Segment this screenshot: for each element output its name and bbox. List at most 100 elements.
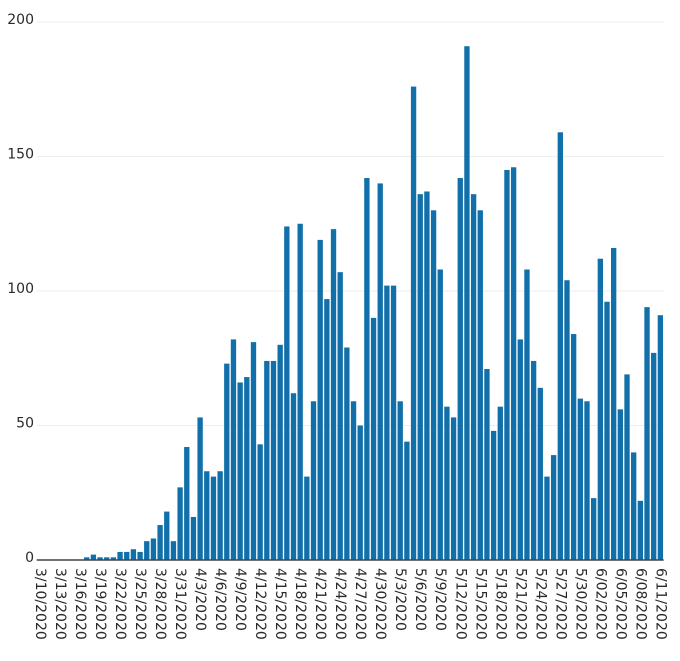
bar: [297, 223, 303, 560]
bar: [504, 169, 510, 560]
x-tick-label: 4/27/2020: [352, 568, 368, 640]
x-tick-label: 4/3/2020: [192, 568, 208, 631]
bar: [517, 339, 523, 560]
bar: [490, 430, 497, 560]
y-tick-label: 200: [7, 12, 34, 28]
bar: [584, 401, 590, 560]
bar: [324, 299, 330, 560]
bar: [564, 280, 570, 560]
bar: [157, 525, 163, 560]
bar: [544, 476, 550, 560]
x-tick-label: 5/21/2020: [512, 568, 528, 640]
bar: [170, 541, 177, 560]
y-tick-label: 50: [16, 416, 34, 432]
bar: [390, 285, 397, 560]
bar: [217, 471, 223, 560]
x-tick-label: 6/08/2020: [632, 568, 648, 640]
bar: [524, 269, 530, 560]
bar: [144, 541, 150, 560]
x-tick-label: 3/13/2020: [52, 568, 68, 640]
bar: [430, 210, 437, 561]
x-tick-label: 5/3/2020: [392, 568, 408, 631]
x-tick-label: 6/05/2020: [612, 568, 628, 640]
bar: [104, 557, 110, 560]
bar: [384, 285, 390, 560]
bar: [84, 557, 90, 560]
x-tick-label: 3/19/2020: [92, 568, 108, 640]
bar: [184, 447, 190, 560]
bar: [597, 258, 604, 560]
bar: [277, 344, 283, 560]
bar: [464, 46, 470, 560]
bar: [337, 272, 343, 560]
x-tick-label: 4/6/2020: [212, 568, 228, 631]
bar: [150, 538, 157, 560]
bar: [290, 393, 297, 560]
y-tick-label: 0: [25, 550, 34, 566]
bar: [177, 487, 183, 560]
x-tick-label: 5/30/2020: [572, 568, 588, 640]
bar: [164, 511, 170, 560]
bar: [284, 226, 290, 560]
bar: [190, 516, 197, 560]
x-tick-label: 4/12/2020: [252, 568, 268, 640]
bar: [317, 239, 323, 560]
bar: [90, 554, 97, 560]
bar: [644, 307, 650, 560]
bar: [350, 401, 357, 560]
bar: [530, 360, 537, 560]
bar: [330, 229, 337, 560]
x-tick-label: 3/25/2020: [132, 568, 148, 640]
bar: [510, 167, 517, 560]
x-tick-label: 3/22/2020: [112, 568, 128, 640]
bar: [124, 551, 130, 560]
x-tick-label: 5/6/2020: [412, 568, 428, 631]
x-tick-label: 4/9/2020: [232, 568, 248, 631]
bar: [410, 86, 417, 560]
bar: [377, 183, 383, 560]
bar: [444, 406, 450, 560]
bar: [417, 194, 423, 560]
bar: [230, 339, 237, 560]
bar: [264, 360, 270, 560]
bar: [637, 500, 644, 560]
bar: [450, 417, 457, 560]
bar: [651, 352, 657, 560]
bar: [130, 549, 137, 560]
x-tick-label: 5/15/2020: [472, 568, 488, 640]
x-tick-label: 4/21/2020: [312, 568, 328, 640]
bar: [404, 441, 410, 560]
x-tick-label: 6/02/2020: [592, 568, 608, 640]
x-tick-label: 3/28/2020: [152, 568, 168, 640]
bar: [497, 406, 503, 560]
bar: [237, 382, 243, 560]
bar: [257, 444, 263, 560]
bar: [470, 194, 477, 560]
bar: [137, 551, 143, 560]
bar: [604, 301, 610, 560]
bar: [344, 347, 350, 560]
bar: [631, 452, 637, 560]
x-tick-label: 4/18/2020: [292, 568, 308, 640]
bar: [484, 369, 490, 560]
bar: [244, 377, 250, 560]
x-tick-label: 3/16/2020: [72, 568, 88, 640]
bar: [657, 315, 664, 560]
x-tick-label: 4/24/2020: [332, 568, 348, 640]
x-tick-label: 5/27/2020: [552, 568, 568, 640]
bar: [97, 557, 103, 560]
x-tick-label: 5/18/2020: [492, 568, 508, 640]
bar: [210, 476, 217, 560]
bar: [370, 317, 377, 560]
bar: [457, 178, 463, 560]
bar: [611, 247, 617, 560]
bar: [364, 178, 370, 560]
bar: [577, 398, 583, 560]
bar: [250, 342, 257, 560]
x-tick-label: 3/10/2020: [32, 568, 48, 640]
bar: [550, 455, 557, 560]
bar: [537, 387, 543, 560]
x-tick-label: 6/11/2020: [652, 568, 668, 640]
x-tick-label: 4/15/2020: [272, 568, 288, 640]
